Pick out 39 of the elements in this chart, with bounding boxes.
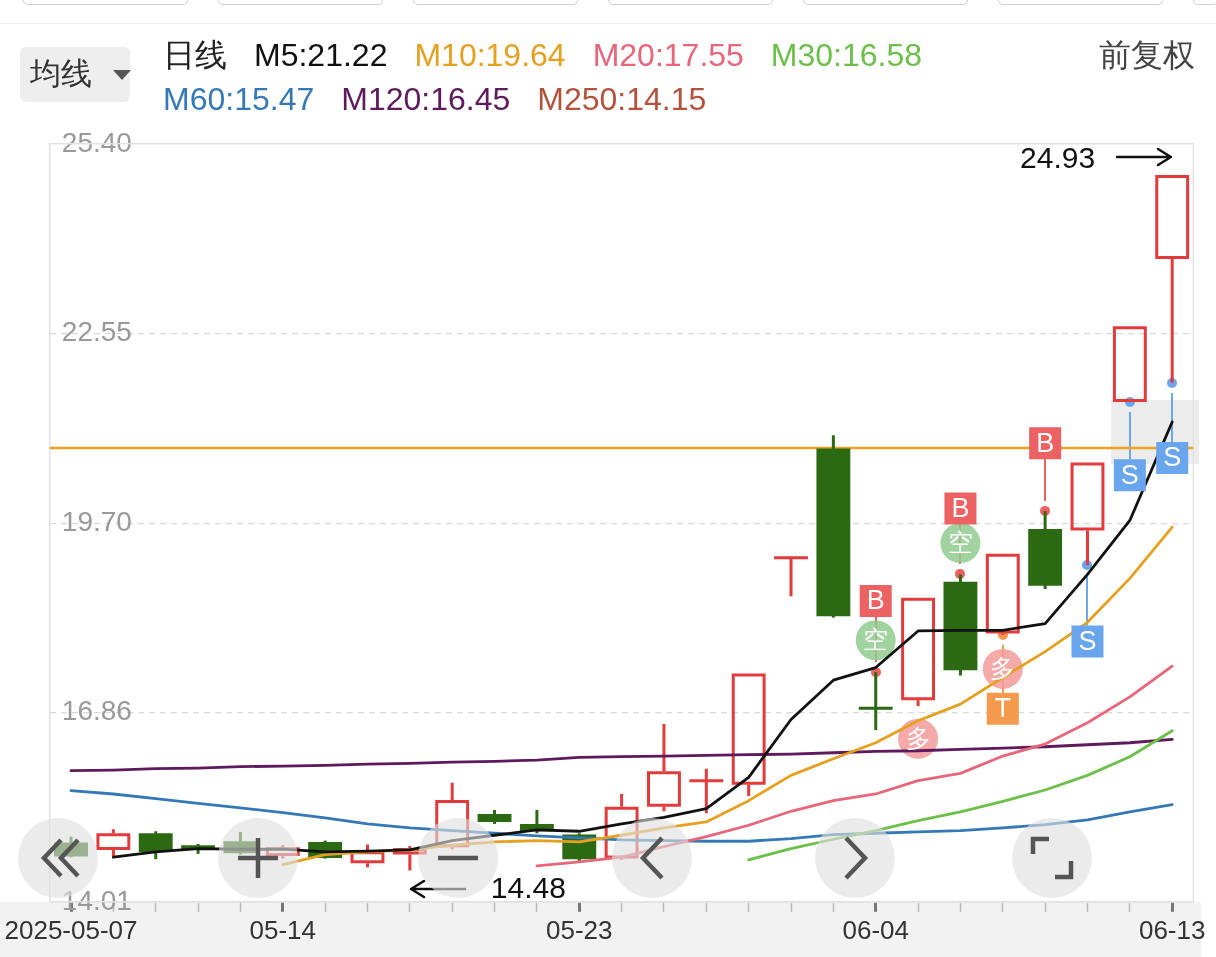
x-tick-label: 06-04 [842, 914, 909, 945]
x-tick-label: 2025-05-07 [4, 914, 138, 945]
text: M30:16.58 [770, 36, 923, 75]
y-tick-label: 25.40 [61, 126, 132, 158]
text: M10:19.64 [414, 36, 566, 75]
data-label: B [1036, 427, 1055, 458]
x-tick-label: 05-14 [249, 914, 317, 945]
text: M5:21.22 [254, 36, 388, 75]
candlestick [96, 829, 131, 856]
candlestick [731, 673, 766, 796]
annotation: 14.48 [490, 870, 566, 904]
text: M20:17.55 [592, 36, 744, 75]
y-tick-label: 16.86 [61, 694, 132, 726]
x-tick-label: 06-13 [1138, 914, 1206, 945]
data-label: S [1163, 442, 1182, 473]
legend-label: M250:14.15 [537, 80, 707, 119]
data-label: 空 [863, 625, 889, 654]
candlestick [774, 556, 808, 597]
data-label: 多 [990, 653, 1016, 682]
x-tick-label: 05-23 [546, 914, 613, 945]
data-label: 多 [905, 723, 931, 752]
data-label: B [866, 585, 885, 616]
data-label: S [1078, 626, 1097, 657]
data-label: T [994, 693, 1012, 724]
text: M120:16.45 [341, 80, 511, 119]
candlestick [647, 724, 681, 812]
data-label: 空 [947, 527, 973, 556]
legend-title: 日线 [163, 36, 227, 75]
data-label: B [951, 492, 970, 523]
text: 均线 [30, 55, 92, 93]
text: M60:15.47 [163, 80, 315, 119]
data-label: S [1120, 459, 1139, 490]
candlestick [689, 768, 724, 814]
y-tick-label: 22.55 [61, 316, 132, 348]
candlestick [901, 597, 936, 708]
annotation: 24.93 [1020, 141, 1096, 175]
y-tick-label: 14.01 [61, 884, 132, 916]
y-tick-label: 19.70 [61, 505, 132, 537]
text: 前复权 [1099, 36, 1195, 75]
